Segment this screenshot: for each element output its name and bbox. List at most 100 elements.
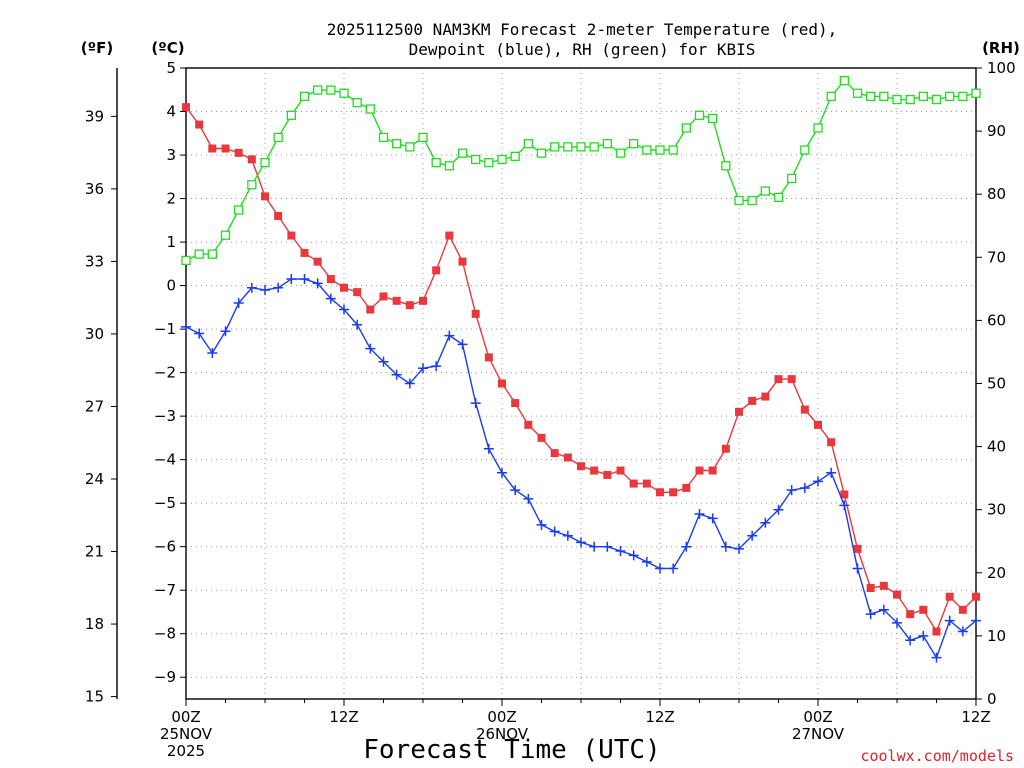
celsius-tick-label: −2 (154, 364, 176, 382)
temperature-point (366, 305, 375, 314)
rh-point (760, 186, 770, 196)
dewpoint-point (734, 543, 744, 554)
chart-title-line-2: Dewpoint (blue), RH (green) for KBIS (409, 40, 756, 59)
temperature-point (879, 581, 888, 590)
dewpoint-point (352, 319, 363, 330)
rh-point (773, 192, 784, 203)
fahrenheit-tick-label: 33 (85, 252, 104, 270)
dewpoint-point (273, 282, 284, 293)
data-series (181, 75, 981, 663)
dewpoint-point (497, 467, 507, 478)
rh-point (734, 195, 744, 206)
dewpoint-point (747, 530, 758, 541)
rh-point (352, 98, 362, 108)
celsius-tick-label: −8 (154, 625, 176, 643)
rh-point (220, 230, 231, 240)
rh-point (471, 154, 481, 165)
temperature-point (524, 420, 533, 429)
dewpoint-point (562, 530, 573, 541)
temperature-point (195, 120, 204, 129)
dewpoint-point (536, 519, 547, 530)
dewpoint-point (668, 563, 679, 574)
temperature-point (603, 470, 612, 479)
rh-point (615, 148, 626, 158)
rh-point (418, 132, 428, 143)
dewpoint-point (312, 278, 323, 289)
rh-point (378, 132, 389, 143)
temperature-point (182, 103, 190, 112)
rh-point (273, 132, 283, 143)
temperature-point (629, 479, 638, 488)
time-tick-label: 12Z (645, 708, 674, 726)
temperature-point (682, 483, 691, 492)
fahrenheit-tick-label: 39 (85, 107, 104, 125)
rh-point (484, 157, 494, 168)
time-tick-label: 26NOV (476, 725, 529, 743)
celsius-tick-label: 5 (166, 59, 176, 77)
dewpoint-point (773, 504, 784, 515)
celsius-tick-label: 3 (166, 146, 176, 164)
temperature-point (537, 433, 546, 442)
temperature-point (287, 231, 296, 240)
time-tick-label: 00Z (487, 708, 516, 726)
dewpoint-point (615, 546, 626, 557)
dewpoint-point (181, 321, 191, 332)
rh-point (260, 157, 270, 168)
dewpoint-point (839, 500, 850, 511)
rh-tick-label: 100 (987, 59, 1016, 77)
dewpoint-point (786, 485, 797, 496)
series-rh (181, 75, 981, 266)
rh-point (523, 139, 533, 149)
rh-point (708, 113, 718, 124)
rh-point (444, 161, 454, 171)
dewpoint-point (760, 517, 771, 528)
dewpoint-point (404, 378, 415, 389)
dewpoint-point (931, 652, 942, 663)
temperature-point (471, 309, 480, 318)
time-tick-label: 00Z (171, 708, 200, 726)
rh-point (747, 195, 757, 206)
temperature-point (656, 488, 664, 497)
temperature-point (866, 584, 875, 593)
rh-tick-label: 70 (987, 248, 1006, 266)
rh-point (721, 161, 731, 171)
dewpoint-point (589, 541, 600, 552)
temperature-point (827, 438, 836, 447)
temperature-point (642, 479, 651, 488)
dewpoint-point (694, 509, 705, 520)
grid-lines (186, 68, 976, 699)
temperature-point (234, 148, 243, 157)
temperature-point (787, 375, 796, 384)
rh-point (813, 123, 823, 133)
temperature-point (853, 544, 862, 553)
rh-point (299, 91, 310, 102)
axes (116, 67, 977, 700)
temperature-point (669, 488, 678, 497)
temperature-point (392, 296, 401, 305)
temperature-point (761, 392, 770, 401)
temperature-point (972, 592, 980, 601)
series-dewpoint (181, 274, 981, 663)
rh-point (655, 145, 665, 155)
rh-point (234, 205, 244, 215)
time-tick-label: 12Z (329, 708, 358, 726)
rh-point (247, 180, 257, 190)
credit-link[interactable]: coolwx.com/models (860, 747, 1014, 765)
temperature-point (563, 453, 572, 462)
temperature-point (405, 301, 414, 310)
dewpoint-point (707, 513, 718, 524)
rh-point (510, 151, 520, 161)
rh-point (642, 145, 652, 155)
celsius-tick-label: 4 (166, 103, 176, 121)
rh-point (787, 173, 797, 184)
dewpoint-point (194, 328, 205, 339)
temperature-point (800, 405, 809, 414)
celsius-unit-label: (ºC) (151, 39, 184, 57)
dewpoint-point (418, 363, 428, 374)
dewpoint-point (233, 297, 244, 308)
temperature-point (577, 462, 585, 471)
fahrenheit-tick-label: 21 (85, 543, 104, 561)
dewpoint-point (378, 356, 389, 367)
temperature-point (814, 420, 822, 429)
rh-tick-label: 10 (987, 627, 1006, 645)
